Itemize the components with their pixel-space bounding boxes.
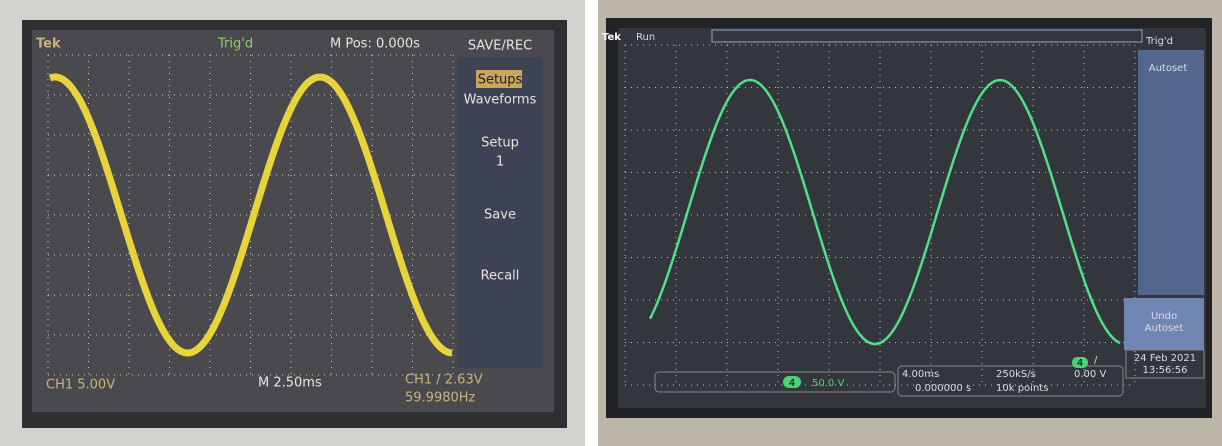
menu-item[interactable]: Undo	[1151, 311, 1177, 322]
position: M Pos: 0.000s	[330, 37, 420, 52]
run-state: Run	[636, 32, 655, 43]
menu-item[interactable]: Setup	[481, 136, 519, 151]
trigger-level: 0.00 V	[1074, 369, 1106, 380]
menu-title: SAVE/REC	[468, 39, 532, 54]
timebase: 4.00ms	[902, 369, 939, 380]
channel-scale: 50.0 V	[812, 378, 844, 389]
menu-item[interactable]: Autoset	[1149, 63, 1188, 74]
trigger-level: CH1 / 2.63V	[405, 373, 483, 388]
position: 0.000000 s	[915, 383, 971, 394]
brand: Tek	[602, 32, 621, 43]
menu-item[interactable]: Waveforms	[464, 93, 537, 108]
channel-number: 4	[789, 378, 795, 389]
date: 24 Feb 2021	[1134, 353, 1196, 364]
sample-rate: 250kS/s	[996, 369, 1036, 380]
menu-item[interactable]: Setups	[478, 73, 523, 88]
trigger-status: Trig'd	[217, 37, 253, 52]
right-menu	[1138, 50, 1204, 295]
channel-scale: CH1 5.00V	[46, 378, 115, 393]
timebase: M 2.50ms	[258, 376, 322, 391]
record-length: 10k points	[996, 383, 1048, 394]
time: 13:56:56	[1143, 365, 1188, 376]
trigger-channel: 4	[1077, 358, 1083, 369]
screenshot: Tek Trig'd M Pos: 0.000s SAVE/REC Setups…	[0, 0, 1222, 446]
menu-item[interactable]: 1	[496, 155, 504, 170]
menu-item[interactable]: Recall	[481, 269, 520, 284]
brand: Tek	[36, 37, 61, 52]
menu-item[interactable]: Save	[484, 208, 516, 223]
frequency: 59.9980Hz	[405, 391, 476, 406]
right-screen	[618, 28, 1206, 408]
menu-item[interactable]: Autoset	[1145, 323, 1184, 334]
trigger-status: Trig'd	[1145, 36, 1173, 47]
